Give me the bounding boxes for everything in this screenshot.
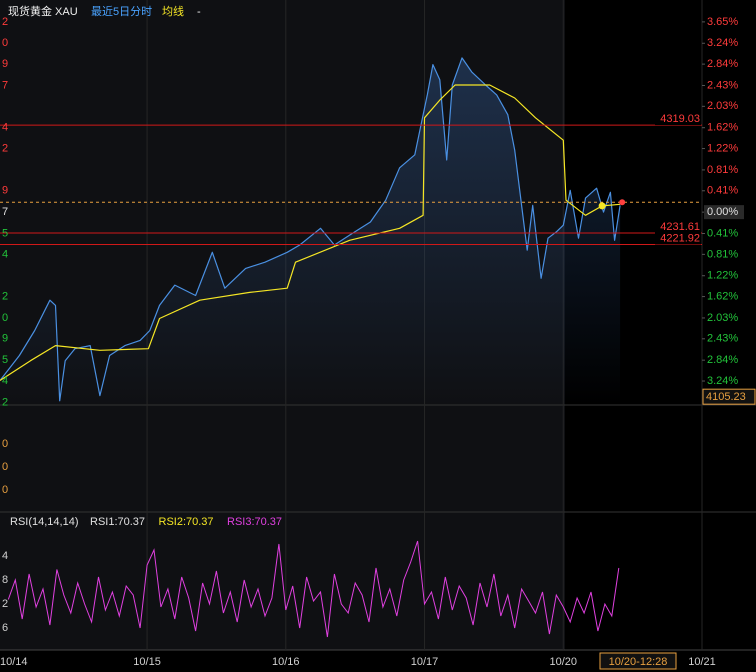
left-tick-label: 9 [2,185,8,197]
volume-tick-label: 0 [2,438,8,450]
y-tick-label: 3.24% [707,375,738,387]
y-tick-label: 1.62% [707,122,738,134]
y-tick-label: 2.84% [707,58,738,70]
left-tick-label: 0 [2,312,8,324]
y-tick-label: 1.62% [707,290,738,302]
price-level-label: 4231.61 [660,221,700,233]
price-level-label: 4221.92 [660,232,700,244]
rsi-panel [7,540,620,638]
price-level-label: 4319.03 [660,113,700,125]
x-tick-label: 10/20 [549,656,577,668]
y-tick-label: 0.41% [707,227,738,239]
y-tick-label: 1.22% [707,142,738,154]
left-tick-label: 2 [2,16,8,28]
label-box [655,232,701,245]
y-tick-label: 3.24% [707,37,738,49]
left-tick-label: 4 [2,248,8,260]
y-tick-label: 0.00% [707,206,738,218]
cursor-price-box [702,388,756,405]
volume-tick-label: 0 [2,484,8,496]
left-tick-label: 7 [2,206,8,218]
left-tick-label: 2 [2,396,8,408]
period: 最近5日分时 [91,5,152,18]
average-line [0,84,621,382]
left-tick-label: 2 [2,290,8,302]
volume-tick-label: 0 [2,461,8,473]
y-tick-label: 2.43% [707,333,738,345]
left-tick-label: 9 [2,333,8,345]
instrument: 现货黄金 XAU [8,4,78,18]
y-tick-label: 2.43% [707,79,738,91]
rsi-tick-label: 2 [2,598,8,610]
x-tick-label: 10/17 [411,656,439,668]
left-tick-label: 4 [2,375,8,387]
ma-label: 均线 [162,4,184,18]
price-line [0,57,621,402]
left-tick-label: 5 [2,227,8,239]
y-tick-label: 2.03% [707,100,738,112]
label-box [655,113,701,126]
rsi-tick-label: 6 [2,622,8,634]
labels: 现货黄金 XAU 最近5日分时 均线 - RSI(14,14,14) 10/14… [0,4,756,670]
left-tick-label: 9 [2,58,8,70]
rsi-tick-label: 8 [2,574,8,586]
y-tick-label: 1.22% [707,270,738,282]
current-dot [619,199,626,206]
y-tick-label: 0.81% [707,248,738,260]
x-tick-label: 10/16 [272,656,300,668]
y-tick-label: 2.03% [707,312,738,324]
x-tick-label: 10/15 [133,656,161,668]
rsi-title: RSI(14,14,14) [10,516,78,528]
label-box [655,220,701,233]
y-tick-label: 0.81% [707,164,738,176]
y-tick-label: 3.65% [707,16,738,28]
legend-entry: RSI3:70.37 [227,516,282,528]
price-panel [0,57,702,406]
left-tick-label: 0 [2,37,8,49]
legend-entry: RSI1:70.37 [90,516,145,528]
cursor-time-box [599,652,677,670]
cursor-price: 4105.23 [706,391,746,403]
y-tick-label: 2.84% [707,354,738,366]
left-tick-label: 5 [2,354,8,366]
average-dot [598,202,606,210]
x-tick-label: 10/14 [0,656,28,668]
rsi-tick-label: 4 [2,550,8,562]
cursor-time: 10/20-12:28 [609,656,668,668]
left-tick-label: 2 [2,142,8,154]
y-tick-label: 0.41% [707,185,738,197]
label-box [704,205,744,220]
left-tick-label: 7 [2,79,8,91]
x-tick-label: 10/21 [688,656,716,668]
ma-value: - [197,6,201,18]
left-tick-label: 4 [2,122,8,134]
legend-entry: RSI2:70.37 [159,516,214,528]
rsi-line [7,540,620,638]
